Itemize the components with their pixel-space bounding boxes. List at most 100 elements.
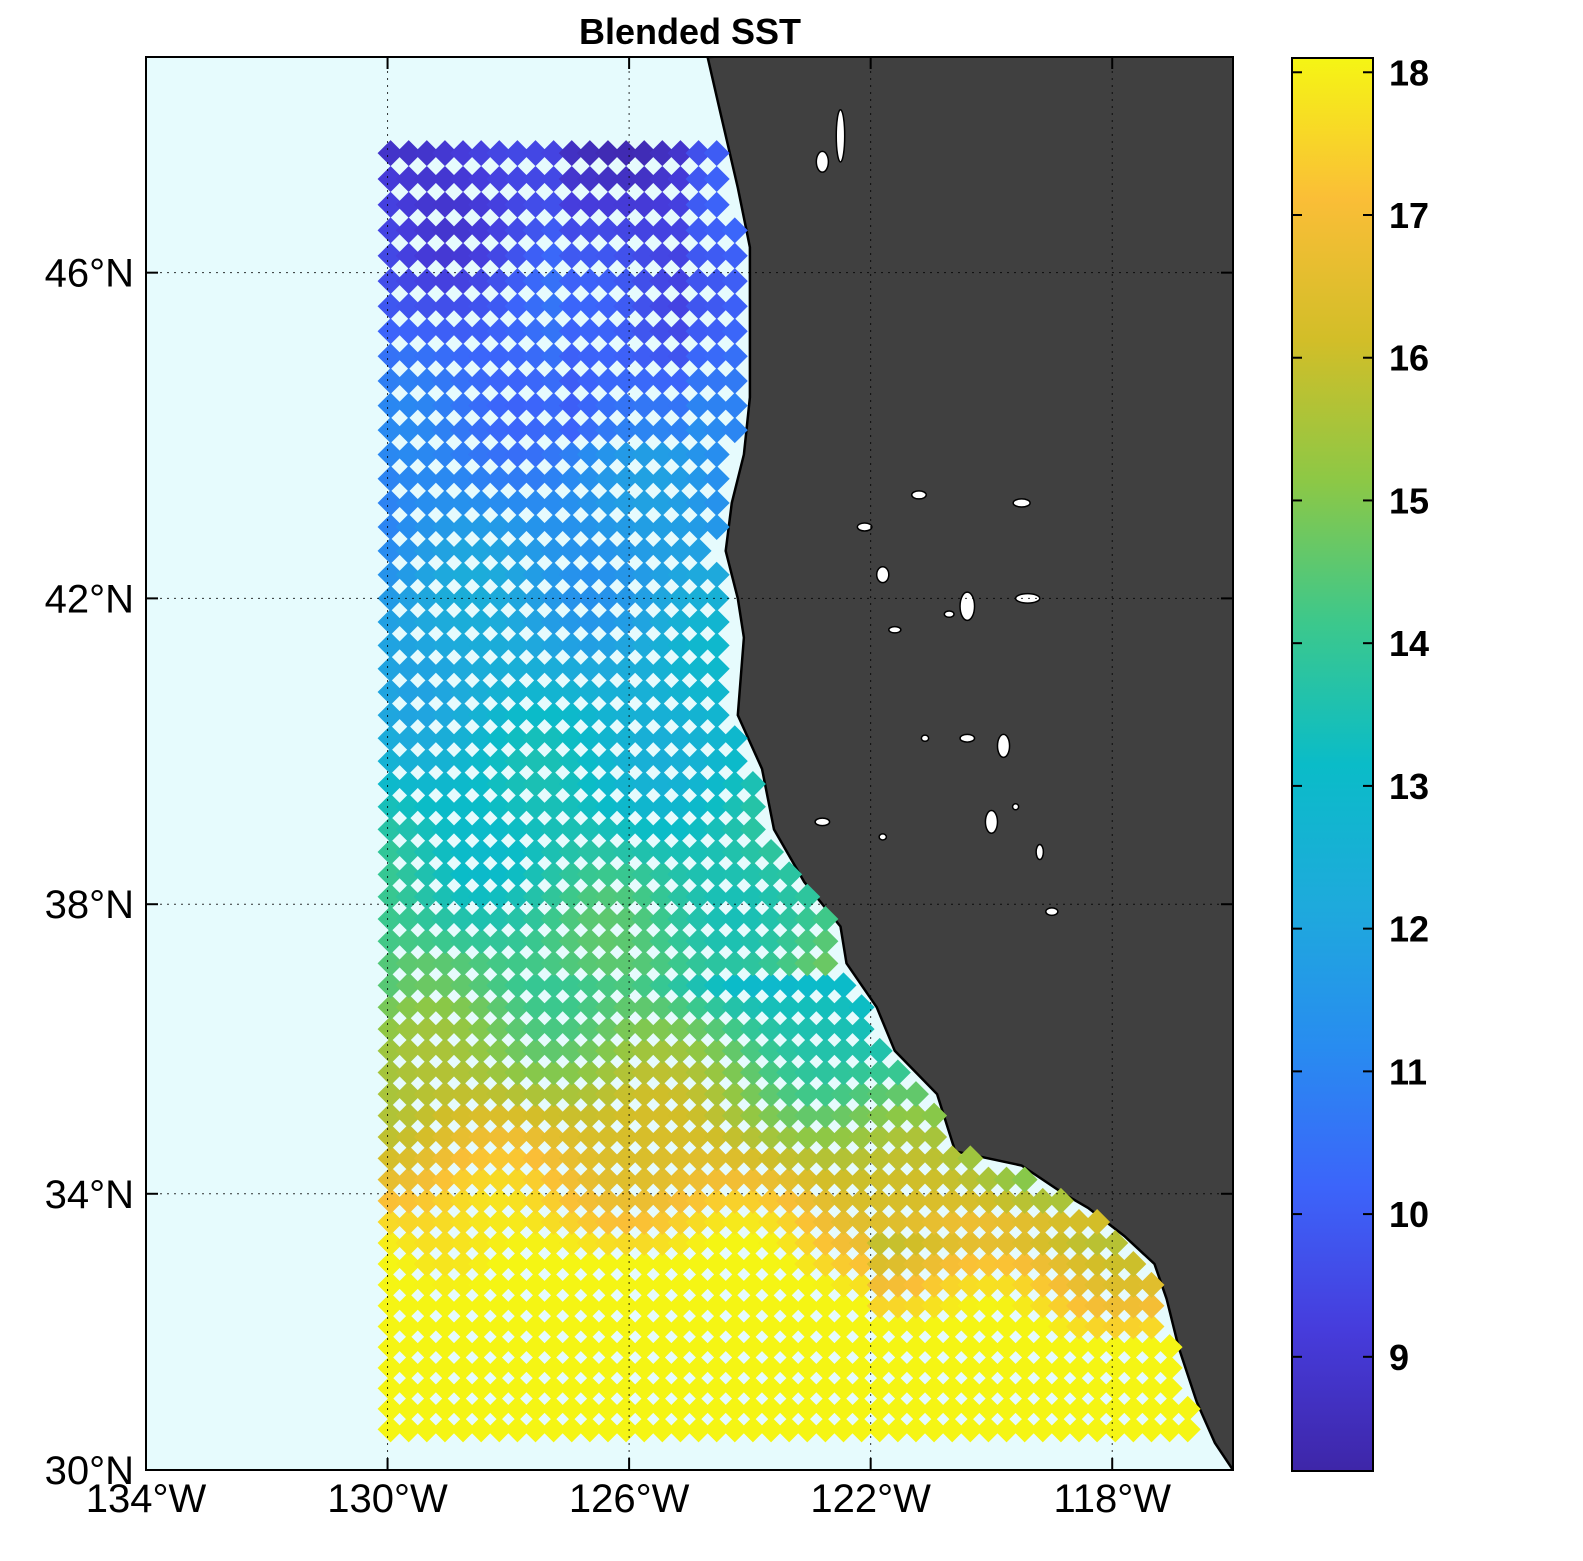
sst-point xyxy=(540,1395,567,1422)
lake xyxy=(815,150,830,173)
sst-point xyxy=(558,793,585,820)
sst-point xyxy=(721,1037,748,1064)
sst-point xyxy=(613,1313,640,1340)
sst-point xyxy=(812,928,839,955)
sst-point xyxy=(450,191,477,218)
sst-point xyxy=(667,465,694,492)
sst-point xyxy=(504,1334,531,1361)
sst-point xyxy=(468,1166,495,1193)
sst-point xyxy=(395,1166,422,1193)
sst-point xyxy=(794,1081,821,1108)
sst-point xyxy=(558,417,585,444)
sst-point xyxy=(450,861,477,888)
sst-point xyxy=(649,1230,676,1257)
sst-point xyxy=(902,1102,929,1129)
lake xyxy=(814,817,831,827)
sst-point xyxy=(594,268,621,295)
sst-point xyxy=(812,1102,839,1129)
sst-point xyxy=(413,343,440,370)
sst-point xyxy=(576,513,603,540)
sst-point xyxy=(830,1102,857,1129)
sst-point xyxy=(776,906,803,933)
sst-point xyxy=(395,928,422,955)
sst-point xyxy=(884,1166,911,1193)
sst-point xyxy=(667,608,694,635)
lake xyxy=(910,490,927,500)
sst-point xyxy=(468,140,495,167)
sst-point xyxy=(486,465,513,492)
sst-point xyxy=(395,972,422,999)
sst-point xyxy=(450,679,477,706)
sst-point xyxy=(1047,1334,1074,1361)
sst-point xyxy=(1047,1208,1074,1235)
sst-point xyxy=(576,293,603,320)
sst-point xyxy=(504,392,531,419)
sst-point xyxy=(1047,1375,1074,1402)
sst-point xyxy=(540,367,567,394)
sst-point xyxy=(558,928,585,955)
sst-point xyxy=(830,1208,857,1235)
sst-point xyxy=(739,861,766,888)
sst-point xyxy=(522,771,549,798)
colorbar-tick-label: 11 xyxy=(1389,1051,1427,1092)
sst-point xyxy=(558,972,585,999)
sst-point xyxy=(667,1124,694,1151)
sst-point xyxy=(631,1081,658,1108)
sst-point xyxy=(395,392,422,419)
sst-point xyxy=(450,994,477,1021)
sst-point xyxy=(576,1334,603,1361)
sst-point xyxy=(540,702,567,729)
sst-point xyxy=(413,1313,440,1340)
sst-point xyxy=(830,1416,857,1443)
sst-point xyxy=(558,1124,585,1151)
sst-point xyxy=(993,1187,1020,1214)
sst-point xyxy=(413,655,440,682)
sst-point xyxy=(504,928,531,955)
sst-point xyxy=(558,489,585,516)
sst-point xyxy=(486,293,513,320)
sst-point xyxy=(468,465,495,492)
sst-point xyxy=(468,994,495,1021)
sst-point xyxy=(776,1395,803,1422)
sst-point xyxy=(631,1145,658,1172)
sst-point xyxy=(631,793,658,820)
sst-point xyxy=(649,1375,676,1402)
sst-point xyxy=(558,343,585,370)
sst-point xyxy=(413,1230,440,1257)
sst-point xyxy=(594,679,621,706)
sst-point xyxy=(613,994,640,1021)
sst-point xyxy=(504,417,531,444)
sst-point xyxy=(504,1271,531,1298)
sst-point xyxy=(667,1016,694,1043)
land-mass xyxy=(706,57,1233,1470)
sst-point xyxy=(993,1250,1020,1277)
sst-point xyxy=(631,994,658,1021)
sst-point xyxy=(450,1166,477,1193)
sst-point xyxy=(830,1271,857,1298)
sst-point xyxy=(667,489,694,516)
sst-point xyxy=(395,1059,422,1086)
sst-point xyxy=(921,1166,948,1193)
sst-point xyxy=(468,608,495,635)
sst-point xyxy=(450,1292,477,1319)
sst-point xyxy=(468,972,495,999)
sst-point xyxy=(902,1416,929,1443)
sst-point xyxy=(540,679,567,706)
sst-point xyxy=(703,1187,730,1214)
sst-point xyxy=(450,1395,477,1422)
sst-point xyxy=(812,1375,839,1402)
sst-point xyxy=(721,838,748,865)
sst-point xyxy=(613,725,640,752)
sst-point xyxy=(613,838,640,865)
sst-point xyxy=(685,489,712,516)
sst-point xyxy=(431,655,458,682)
sst-point xyxy=(1011,1250,1038,1277)
sst-point xyxy=(993,1230,1020,1257)
sst-point xyxy=(703,1313,730,1340)
sst-point xyxy=(667,1081,694,1108)
sst-point xyxy=(594,748,621,775)
sst-point xyxy=(794,883,821,910)
sst-point xyxy=(685,655,712,682)
sst-point xyxy=(685,861,712,888)
sst-point xyxy=(413,268,440,295)
